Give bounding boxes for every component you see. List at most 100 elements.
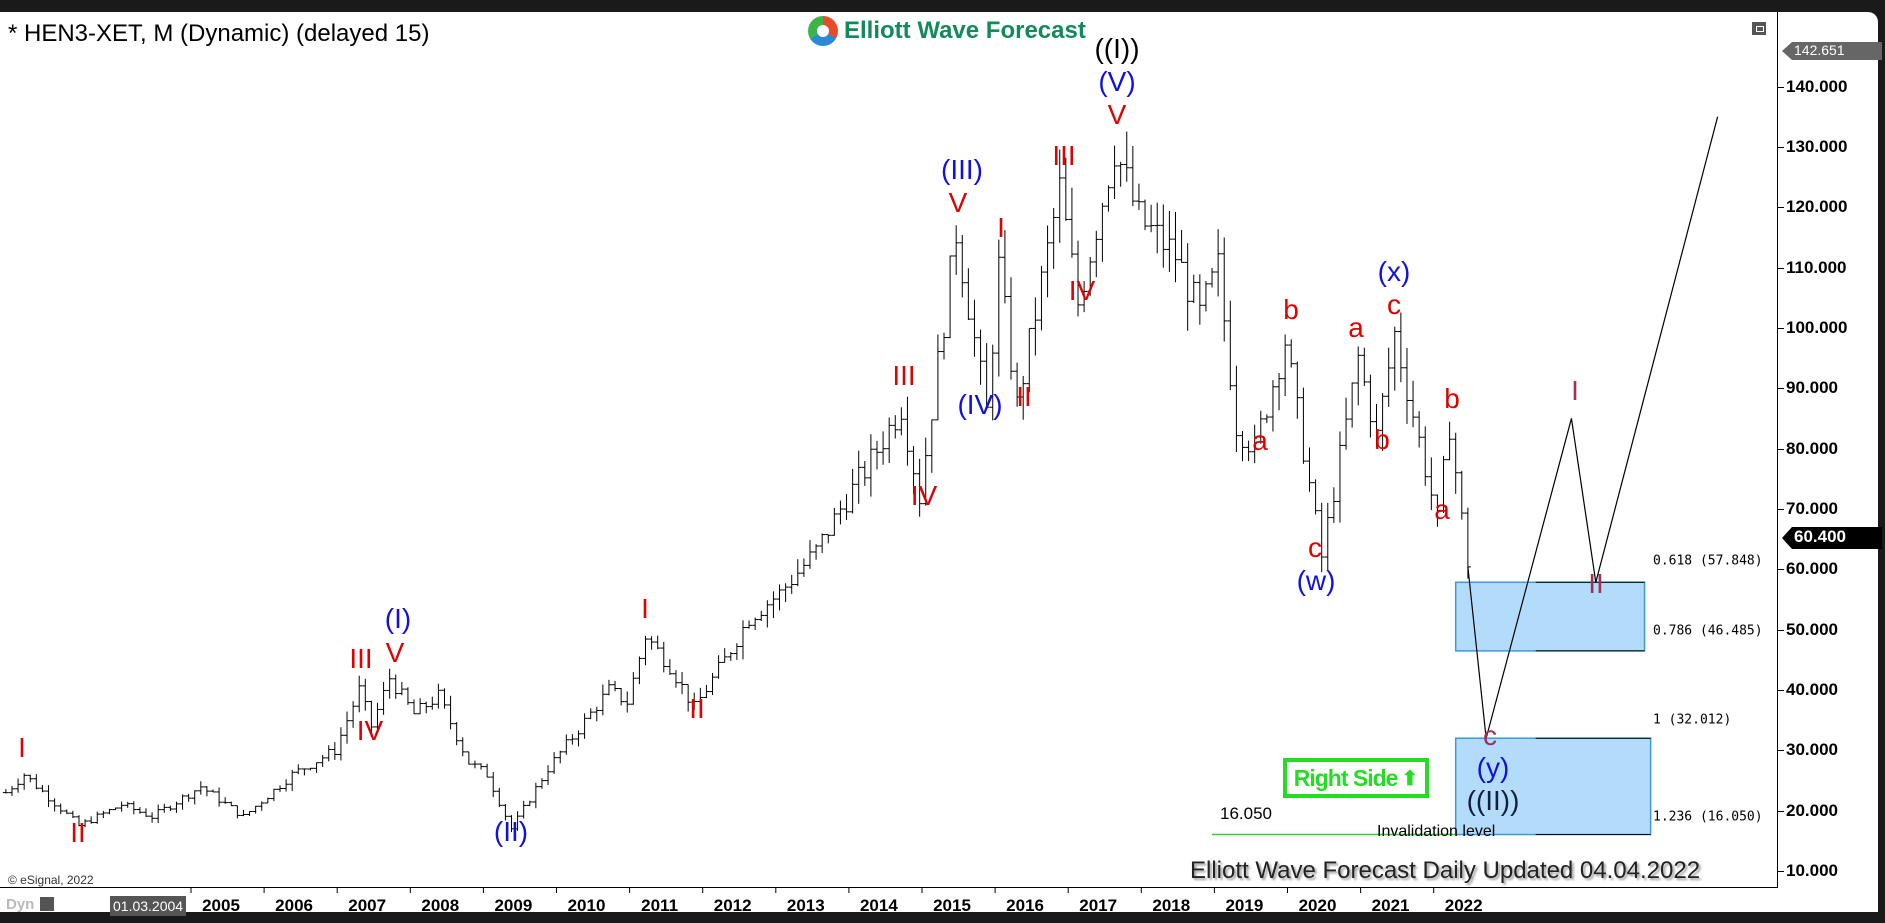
x-tick-label: 2010 (567, 896, 606, 915)
wave-label: I (1571, 375, 1579, 406)
right-side-badge: Right Side ⬆ (1283, 758, 1429, 798)
wave-label: (III) (941, 154, 983, 185)
y-tick (1778, 690, 1784, 691)
right-side-label: Right Side (1293, 764, 1399, 791)
wave-label: (IV) (957, 389, 1003, 420)
y-tick (1778, 810, 1784, 812)
x-tick-label: 2017 (1079, 896, 1118, 915)
x-tick-label: 2019 (1225, 896, 1264, 915)
y-tick-label: 140.000 (1786, 76, 1848, 96)
fib-label: 1 (32.012) (1653, 712, 1732, 728)
y-tick-label: 120.000 (1786, 197, 1848, 217)
x-tick-label: 2022 (1444, 896, 1483, 915)
wave-label: a (1434, 494, 1450, 525)
lock-icon[interactable] (40, 897, 54, 911)
x-tick-label: 2005 (202, 896, 240, 915)
y-tick (1778, 448, 1784, 450)
fib-zone-box (1454, 737, 1652, 836)
fib-label: 0.618 (57.848) (1653, 553, 1763, 569)
fib-label: 0.786 (46.485) (1653, 623, 1763, 639)
cursor-date-label: 01.03.2004 (110, 896, 187, 916)
wave-label: c (1308, 532, 1322, 563)
x-tick-label: 2016 (1006, 896, 1045, 915)
high-price-tag: 142.651 (1782, 42, 1882, 60)
wave-label: a (1252, 425, 1268, 456)
wave-label: ((I)) (1094, 33, 1140, 64)
y-tick-label: 20.000 (1786, 800, 1838, 820)
y-tick-label: 60.000 (1786, 559, 1838, 579)
invalidation-label: Invalidation level (1377, 823, 1496, 840)
wave-label: b (1283, 294, 1299, 325)
y-tick (1778, 146, 1784, 148)
wave-label: II (689, 693, 705, 724)
dyn-label[interactable]: Dyn (6, 896, 35, 913)
fib-label: 1.236 (16.050) (1653, 809, 1763, 825)
x-tick-label: 2008 (421, 896, 460, 915)
y-tick-label: 110.000 (1786, 257, 1847, 277)
logo: Elliott Wave Forecast (808, 16, 1086, 46)
wave-label: b (1444, 383, 1460, 414)
y-tick-label: 100.000 (1786, 317, 1848, 337)
arrow-up-icon: ⬆ (1401, 767, 1419, 790)
y-tick (1778, 388, 1784, 390)
x-tick-label: 2006 (275, 896, 314, 915)
y-tick (1778, 327, 1784, 329)
logo-icon (808, 16, 838, 46)
y-tick-label: 130.000 (1786, 136, 1848, 156)
wave-label: I (18, 732, 26, 763)
x-tick-label: 2007 (348, 896, 387, 915)
x-tick-label: 2020 (1298, 896, 1337, 915)
y-tick-label: 70.000 (1786, 498, 1838, 518)
wave-label: IV (910, 480, 938, 511)
y-tick-label: 50.000 (1786, 619, 1838, 639)
wave-label: III (1052, 140, 1076, 171)
wave-label: II (70, 817, 86, 848)
wave-label: (w) (1296, 565, 1336, 596)
y-tick-label: 10.000 (1786, 861, 1838, 881)
wave-label: (V) (1098, 66, 1136, 97)
x-tick-label: 2009 (494, 896, 533, 915)
y-tick (1778, 508, 1784, 510)
x-tick-label: 2013 (786, 896, 825, 915)
y-tick-label: 30.000 (1786, 740, 1838, 760)
wave-label: (II) (493, 816, 529, 847)
y-tick (1778, 569, 1784, 571)
x-tick-label: 2012 (713, 896, 752, 915)
y-tick (1778, 207, 1784, 209)
y-tick (1778, 629, 1784, 631)
wave-label: V (1107, 99, 1127, 130)
projection-path (1467, 116, 1719, 739)
logo-text: Elliott Wave Forecast (844, 17, 1086, 44)
x-tick-label: 2011 (641, 896, 679, 915)
y-tick-label: 80.000 (1786, 438, 1838, 458)
wave-label: c (1483, 720, 1497, 751)
wave-label: b (1374, 424, 1390, 455)
wave-label: (y) (1476, 752, 1510, 783)
wave-label: II (1588, 568, 1604, 599)
y-tick (1778, 750, 1784, 752)
wave-label: (I) (384, 603, 412, 634)
wave-label: ((II)) (1466, 785, 1520, 816)
wave-label: c (1387, 289, 1401, 320)
wave-label: I (641, 593, 649, 624)
plot-area[interactable] (0, 12, 1778, 888)
wave-label: V (948, 187, 968, 218)
y-tick-label: 90.000 (1786, 378, 1838, 398)
y-tick (1778, 871, 1784, 873)
x-tick-label: 2021 (1371, 896, 1410, 915)
copyright: © eSignal, 2022 (8, 873, 94, 887)
wave-label: I (997, 212, 1005, 243)
wave-label: IV (356, 715, 384, 746)
fib-zone-box (1454, 581, 1646, 652)
footer-update-text: Elliott Wave Forecast Daily Updated 04.0… (1190, 857, 1701, 884)
restore-window-icon[interactable] (1752, 22, 1766, 35)
x-tick-label: 2018 (1152, 896, 1191, 915)
y-tick-label: 40.000 (1786, 680, 1838, 699)
wave-label: a (1348, 312, 1364, 343)
wave-label: III (349, 643, 373, 674)
wave-label: (x) (1377, 256, 1411, 287)
x-tick-label: 2014 (859, 896, 898, 915)
chart-title: * HEN3-XET, M (Dynamic) (delayed 15) (8, 20, 430, 47)
wave-label: V (385, 637, 405, 668)
